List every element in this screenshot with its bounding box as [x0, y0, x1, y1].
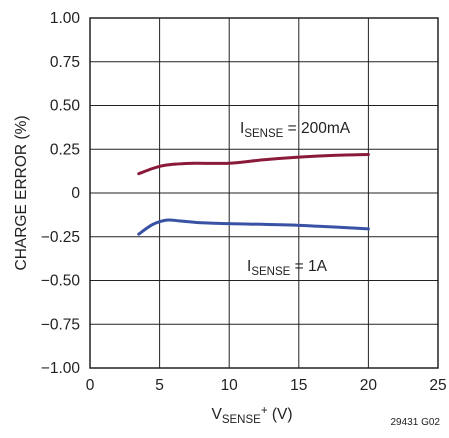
x-axis-title-main: V: [211, 406, 222, 423]
y-tick-label: −0.50: [41, 273, 81, 290]
series-label-200ma-main: I: [240, 120, 244, 137]
y-tick-label: −0.25: [41, 229, 80, 246]
y-axis-title: CHARGE ERROR (%): [13, 115, 30, 270]
y-tick-label: −0.75: [41, 316, 80, 333]
x-axis-title-sub: SENSE: [222, 414, 261, 426]
x-tick-label: 25: [429, 377, 446, 394]
series-label-1a-rest: = 1A: [290, 258, 327, 275]
x-tick-label: 5: [155, 377, 164, 394]
y-tick-label: 0.25: [50, 141, 80, 158]
y-tick-label: −1.00: [41, 360, 81, 377]
series-label-200ma: ISENSE = 200mA: [240, 120, 351, 140]
x-tick-label: 15: [290, 377, 307, 394]
y-tick-label: 0.75: [50, 54, 80, 71]
series-label-1a-main: I: [247, 258, 251, 275]
x-tick-label: 10: [221, 377, 239, 394]
series-lines: [137, 153, 370, 236]
series-line-200ma: [137, 153, 370, 176]
grid: [89, 17, 439, 369]
series-label-200ma-sub: SENSE: [244, 128, 283, 140]
x-axis-title-sup: +: [261, 405, 268, 417]
x-axis-title: VSENSE+ (V): [211, 405, 292, 426]
figure-code: 29431 G02: [391, 417, 441, 428]
plot-frame: [89, 17, 439, 369]
y-tick-label: 0: [71, 185, 80, 202]
series-label-200ma-rest: = 200mA: [283, 120, 350, 137]
x-tick-label: 20: [360, 377, 378, 394]
y-tick-label: 0.50: [50, 98, 81, 115]
x-tick-label: 0: [86, 377, 95, 394]
series-label-1a-sub: SENSE: [251, 266, 290, 278]
tick-labels: 0 5 10 15 20 25 1.00 0.75 0.50 0.25 0 −0.25 −0.50 −0.…: [41, 10, 447, 394]
y-tick-label: 1.00: [50, 10, 81, 27]
series-line-1a: [137, 218, 370, 236]
x-axis-title-unit: (V): [268, 406, 293, 423]
series-label-1a: ISENSE = 1A: [247, 258, 328, 278]
